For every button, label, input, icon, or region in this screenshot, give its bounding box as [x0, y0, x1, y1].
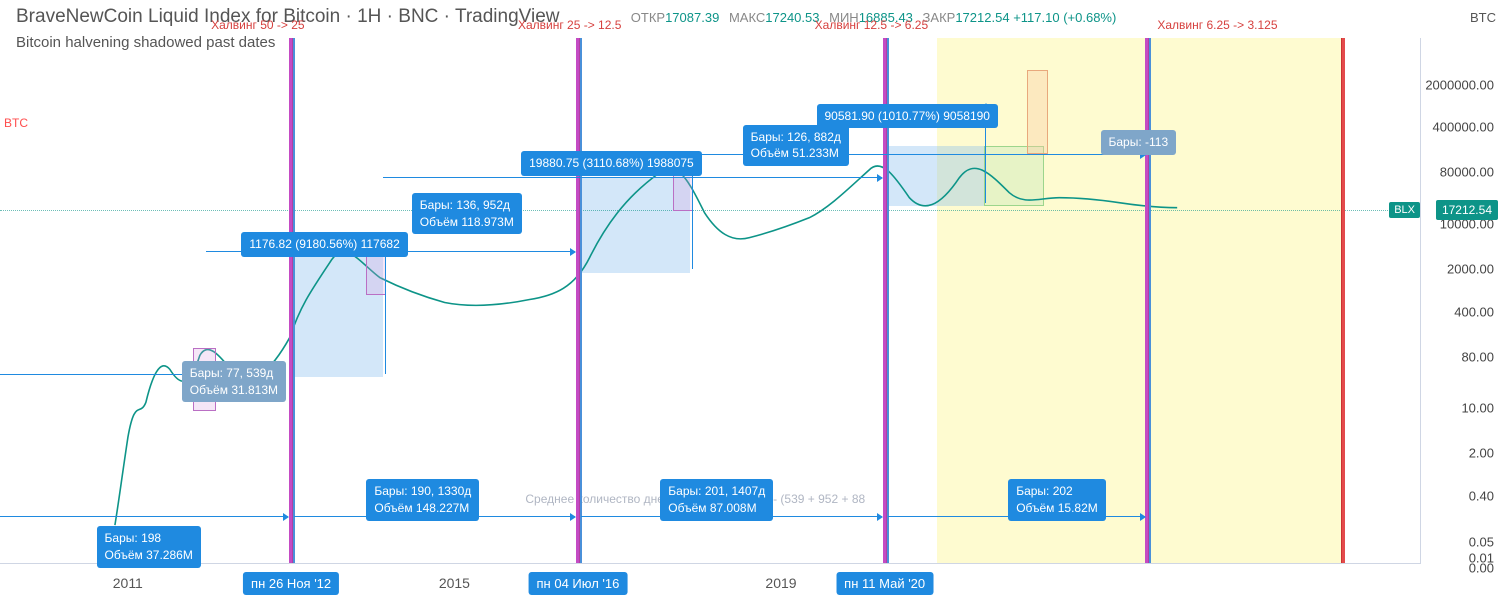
y-tick: 80.00: [1461, 349, 1494, 364]
info-label[interactable]: 90581.90 (1010.77%) 9058190: [817, 104, 998, 129]
halving-label: Халвинг 12.5 -> 6.25: [815, 18, 928, 32]
info-label[interactable]: 1176.82 (9180.56%) 117682: [241, 232, 407, 257]
info-label[interactable]: Бары: 190, 1330дОбъём 148.227M: [366, 479, 479, 521]
info-label[interactable]: Бары: 126, 882дОбъём 51.233M: [743, 125, 849, 167]
y-tick: 0.00: [1469, 561, 1494, 576]
halving-label: Халвинг 25 -> 12.5: [518, 18, 621, 32]
y-tick: 400.00: [1454, 305, 1494, 320]
y-tick: 0.40: [1469, 489, 1494, 504]
measure-arrow-h: [0, 374, 196, 375]
x-date-pill: пн 11 Май '20: [836, 572, 933, 595]
info-label[interactable]: Бары: 201, 1407дОбъём 87.008M: [660, 479, 773, 521]
info-label[interactable]: Бары: 77, 539дОбъём 31.813M: [182, 361, 286, 403]
y-tick: 0.05: [1469, 535, 1494, 550]
halving-line-edge: [293, 38, 295, 563]
symbol-right-label: BTC: [1470, 10, 1496, 25]
measure-arrow-h: [0, 516, 288, 517]
x-tick: 2011: [113, 575, 143, 591]
halving-line-prev: [576, 38, 579, 563]
x-tick: 2015: [439, 575, 470, 591]
chart-subtitle: Bitcoin halvening shadowed past dates: [16, 34, 1411, 51]
blx-badge: BLX: [1389, 202, 1420, 218]
y-tick: 10.00: [1461, 401, 1494, 416]
y-tick: 2.00: [1469, 445, 1494, 460]
info-label[interactable]: Бары: 198Объём 37.286M: [97, 526, 201, 568]
info-label[interactable]: Бары: 136, 952дОбъём 118.973M: [412, 193, 522, 235]
halving-label: Халвинг 50 -> 25: [211, 18, 304, 32]
last-price-line: [0, 210, 1420, 211]
halving-line-edge: [580, 38, 582, 563]
y-tick: 80000.00: [1440, 164, 1494, 179]
x-date-pill: пн 26 Ноя '12: [243, 572, 339, 595]
measure-arrow-h: [383, 177, 881, 178]
last-price-badge: 17212.54: [1436, 200, 1498, 220]
info-label[interactable]: Бары: -113: [1101, 130, 1177, 155]
projection-box: [1027, 70, 1048, 154]
plot-area[interactable]: BTC BTC 2000000.00400000.0080000.0010000…: [0, 38, 1421, 564]
halving-label: Халвинг 6.25 -> 3.125: [1157, 18, 1277, 32]
x-date-pill: пн 04 Июл '16: [529, 572, 628, 595]
halving-line-edge: [1149, 38, 1151, 563]
halving-line-prev: [1145, 38, 1148, 563]
future-halving-line: [1342, 38, 1345, 563]
y-tick: 2000000.00: [1425, 78, 1494, 93]
halving-line-prev: [289, 38, 292, 563]
chart-container: BraveNewCoin Liquid Index for Bitcoin · …: [0, 0, 1501, 609]
y-tick: 2000.00: [1447, 262, 1494, 277]
info-label[interactable]: Бары: 202Объём 15.82M: [1008, 479, 1106, 521]
x-tick: 2019: [765, 575, 796, 591]
info-label[interactable]: 19880.75 (3110.68%) 1988075: [521, 151, 702, 176]
y-tick: 400000.00: [1433, 120, 1494, 135]
symbol-left-badge: BTC: [4, 116, 28, 130]
